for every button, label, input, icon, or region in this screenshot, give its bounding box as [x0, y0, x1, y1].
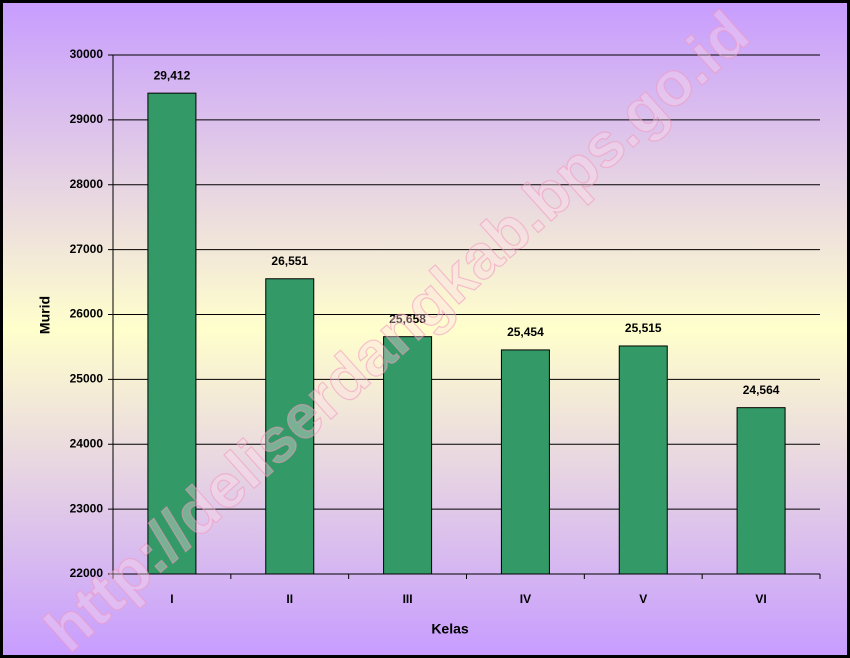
- value-label: 25,454: [507, 325, 544, 339]
- y-tick-label: 28000: [70, 177, 104, 191]
- y-tick-label: 23000: [70, 501, 104, 515]
- x-tick-label: III: [403, 592, 413, 606]
- y-tick-label: 24000: [70, 436, 104, 450]
- y-tick-label: 26000: [70, 307, 104, 321]
- value-label: 24,564: [743, 383, 780, 397]
- bar: [147, 92, 197, 575]
- y-tick-label: 29000: [70, 112, 104, 126]
- value-label: 29,412: [154, 68, 191, 82]
- y-axis-label: Murid: [37, 296, 53, 334]
- bar: [618, 345, 668, 575]
- value-label: 25,658: [389, 312, 426, 326]
- x-tick-label: VI: [755, 592, 766, 606]
- bar: [383, 336, 433, 575]
- x-tick-label: I: [170, 592, 173, 606]
- y-tick-label: 25000: [70, 372, 104, 386]
- x-axis-label: Kelas: [431, 621, 469, 637]
- y-tick-label: 30000: [70, 47, 104, 61]
- y-tick-label: 27000: [70, 242, 104, 256]
- x-tick-label: IV: [520, 592, 531, 606]
- x-tick-label: II: [286, 592, 293, 606]
- bar: [736, 407, 786, 575]
- value-label: 25,515: [625, 321, 662, 335]
- bar: [265, 278, 315, 575]
- bar: [500, 349, 550, 575]
- y-tick-label: 22000: [70, 566, 104, 580]
- x-tick-label: V: [639, 592, 647, 606]
- value-label: 26,551: [271, 254, 308, 268]
